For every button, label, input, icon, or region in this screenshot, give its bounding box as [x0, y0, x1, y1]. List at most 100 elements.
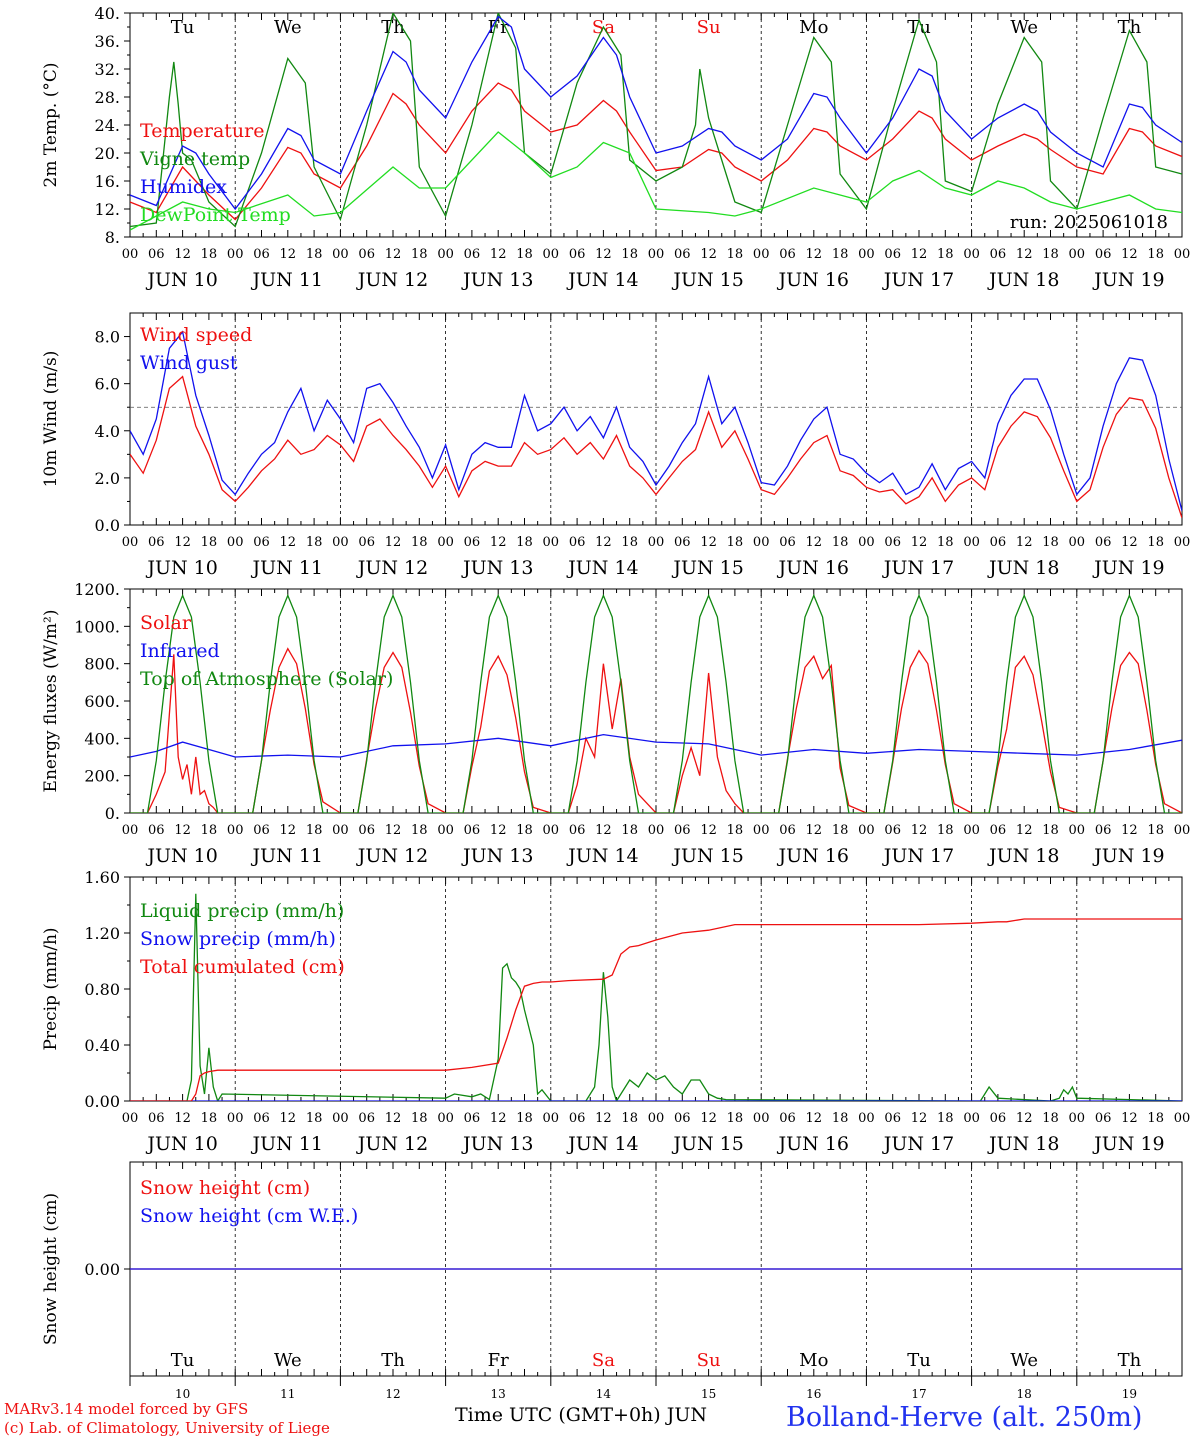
hour-tick-label: 06	[148, 535, 165, 550]
date-label: JUN 16	[777, 557, 849, 579]
date-label: JUN 10	[145, 557, 217, 579]
date-label: JUN 16	[777, 269, 849, 291]
date-label: JUN 13	[461, 557, 533, 579]
hour-tick-label: 12	[174, 535, 191, 550]
hour-tick-label: 06	[884, 1111, 901, 1126]
series-line	[130, 593, 1182, 813]
hour-tick-label: 00	[1069, 1111, 1086, 1126]
date-label: JUN 18	[987, 557, 1059, 579]
hour-tick-label: 18	[411, 1111, 428, 1126]
day-number-label: 19	[1122, 1387, 1137, 1401]
day-number-label: 17	[911, 1387, 926, 1401]
day-number-label: 12	[385, 1387, 400, 1401]
date-label: JUN 13	[461, 845, 533, 867]
date-label: JUN 17	[882, 1133, 954, 1155]
hour-tick-label: 00	[437, 247, 454, 262]
hour-tick-label: 12	[280, 535, 297, 550]
date-label: JUN 14	[566, 1133, 638, 1155]
day-number-label: 10	[175, 1387, 190, 1401]
hour-tick-label: 06	[358, 1111, 375, 1126]
hour-tick-label: 06	[1095, 535, 1112, 550]
hour-tick-label: 18	[832, 247, 849, 262]
hour-tick-label: 12	[1016, 1111, 1033, 1126]
legend-entry: Snow height (cm W.E.)	[140, 1205, 358, 1227]
day-number-label: 14	[596, 1387, 612, 1401]
y-tick-label: 24.	[95, 116, 120, 135]
date-label: JUN 15	[671, 845, 743, 867]
hour-tick-label: 12	[490, 535, 507, 550]
hour-tick-label: 06	[569, 247, 586, 262]
hour-tick-label: 18	[1147, 823, 1164, 838]
hour-tick-label: 00	[753, 823, 770, 838]
y-axis-title: Precip (mm/h)	[41, 927, 61, 1050]
date-label: JUN 15	[671, 557, 743, 579]
legend-entry: Snow precip (mm/h)	[140, 928, 336, 950]
day-of-week-label: Th	[1118, 17, 1142, 38]
legend-entry: DewPoint Temp	[140, 204, 291, 226]
date-label: JUN 11	[251, 557, 323, 579]
hour-tick-label: 12	[385, 247, 402, 262]
hour-tick-label: 18	[201, 247, 218, 262]
hour-tick-label: 00	[1069, 247, 1086, 262]
date-label: JUN 18	[987, 845, 1059, 867]
hour-tick-label: 12	[1121, 1111, 1138, 1126]
hour-tick-label: 12	[595, 823, 612, 838]
date-label: JUN 18	[987, 269, 1059, 291]
hour-tick-label: 12	[280, 247, 297, 262]
hour-tick-label: 12	[911, 247, 928, 262]
hour-tick-label: 12	[700, 535, 717, 550]
y-tick-label: 600.	[84, 692, 120, 711]
day-number-label: 16	[806, 1387, 821, 1401]
hour-tick-label: 18	[621, 1111, 638, 1126]
y-tick-label: 1000.	[74, 617, 120, 636]
hour-tick-label: 12	[806, 247, 823, 262]
hour-tick-label: 18	[621, 535, 638, 550]
date-label: JUN 10	[145, 845, 217, 867]
hour-tick-label: 06	[148, 247, 165, 262]
hour-tick-label: 06	[464, 247, 481, 262]
y-tick-label: 28.	[95, 88, 120, 107]
x-axis-title: Time UTC (GMT+0h) JUN	[455, 1404, 707, 1426]
hour-tick-label: 18	[306, 535, 323, 550]
hour-tick-label: 12	[280, 823, 297, 838]
hour-tick-label: 06	[464, 535, 481, 550]
hour-tick-label: 00	[858, 535, 875, 550]
hour-tick-label: 06	[674, 535, 691, 550]
hour-tick-label: 06	[884, 823, 901, 838]
hour-tick-label: 00	[1069, 535, 1086, 550]
day-of-week-label: Sa	[592, 1350, 615, 1371]
series-group-temp	[130, 13, 1182, 231]
date-label: JUN 19	[1092, 269, 1164, 291]
hour-tick-label: 12	[700, 1111, 717, 1126]
y-tick-label: 1.20	[84, 924, 120, 943]
date-label: JUN 19	[1092, 557, 1164, 579]
hour-tick-label: 06	[884, 247, 901, 262]
hour-tick-label: 18	[832, 535, 849, 550]
hour-tick-label: 12	[595, 1111, 612, 1126]
date-label: JUN 11	[251, 845, 323, 867]
hour-tick-label: 06	[779, 247, 796, 262]
y-tick-label: 2.0	[95, 469, 120, 488]
legend-entry: Vigne temp	[139, 148, 250, 170]
series-group-wind	[130, 330, 1182, 519]
y-axis-title: 10m Wind (m/s)	[41, 351, 61, 488]
hour-tick-label: 00	[543, 535, 560, 550]
hour-tick-label: 12	[1121, 535, 1138, 550]
day-of-week-label: Tu	[907, 1350, 931, 1371]
hour-tick-label: 18	[516, 823, 533, 838]
series-line	[130, 131, 1182, 231]
hour-tick-label: 12	[700, 823, 717, 838]
hour-tick-label: 12	[595, 535, 612, 550]
y-axis-title: 2m Temp. (°C)	[41, 62, 61, 187]
date-label: JUN 18	[987, 1133, 1059, 1155]
hour-tick-label: 12	[385, 823, 402, 838]
y-tick-label: 8.	[105, 228, 120, 247]
date-label: JUN 14	[566, 845, 638, 867]
hour-tick-label: 06	[1095, 823, 1112, 838]
hour-tick-label: 00	[437, 823, 454, 838]
hour-tick-label: 18	[411, 823, 428, 838]
hour-tick-label: 06	[148, 823, 165, 838]
hour-tick-label: 00	[753, 535, 770, 550]
legend-entry: Top of Atmosphere (Solar)	[140, 668, 393, 690]
day-number-label: 13	[491, 1387, 506, 1401]
